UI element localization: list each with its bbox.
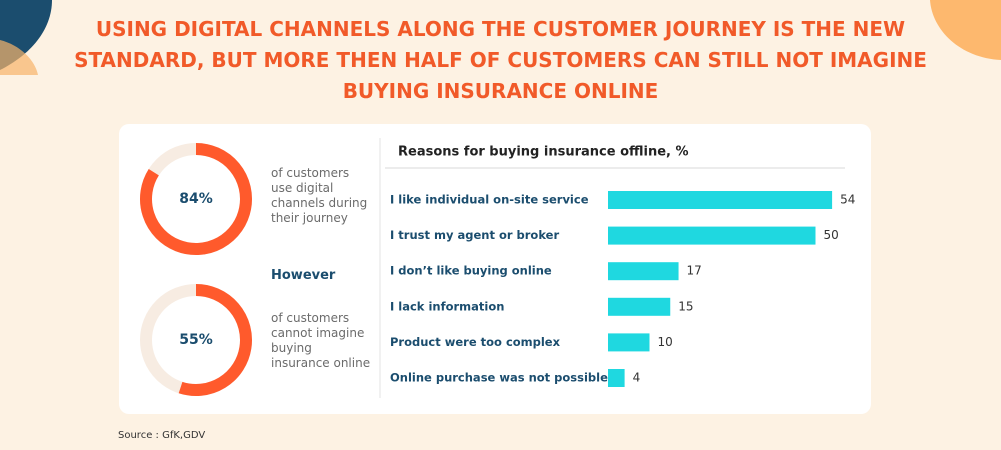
category-label: I trust my agent or broker	[390, 228, 559, 242]
data-label: 84%	[179, 191, 213, 207]
source: Source : GfK,GDV	[118, 430, 206, 441]
description: of customers cannot imagine buying insur…	[271, 311, 371, 370]
donut-arc	[178, 284, 252, 396]
bar	[608, 191, 833, 209]
data-label: 54	[840, 193, 855, 207]
data-label: 4	[633, 371, 641, 385]
bar	[608, 333, 650, 352]
data-label: 15	[678, 299, 693, 313]
description: of customers use digital channels during…	[271, 166, 368, 225]
decor-blob	[0, 40, 38, 75]
bar	[608, 369, 625, 387]
chart-title: Reasons for buying insurance offline, %	[398, 145, 689, 160]
data-label: 50	[824, 228, 839, 242]
category-label: I like individual on-site service	[390, 193, 589, 207]
decor-blob	[930, 0, 1001, 60]
data-label: 55%	[179, 332, 213, 348]
bar	[608, 262, 679, 281]
bar	[608, 297, 671, 316]
category-label: I lack information	[390, 299, 504, 313]
heading: However	[271, 268, 336, 283]
bar	[608, 226, 816, 245]
category-label: Online purchase was not possible	[390, 371, 608, 385]
donut-arc	[140, 143, 252, 255]
data-label: 17	[687, 264, 702, 278]
page-title: USING DIGITAL CHANNELS ALONG THE CUSTOME…	[74, 17, 927, 103]
data-label: 10	[658, 335, 673, 349]
category-label: Product were too complex	[390, 335, 561, 349]
category-label: I don’t like buying online	[390, 264, 552, 278]
